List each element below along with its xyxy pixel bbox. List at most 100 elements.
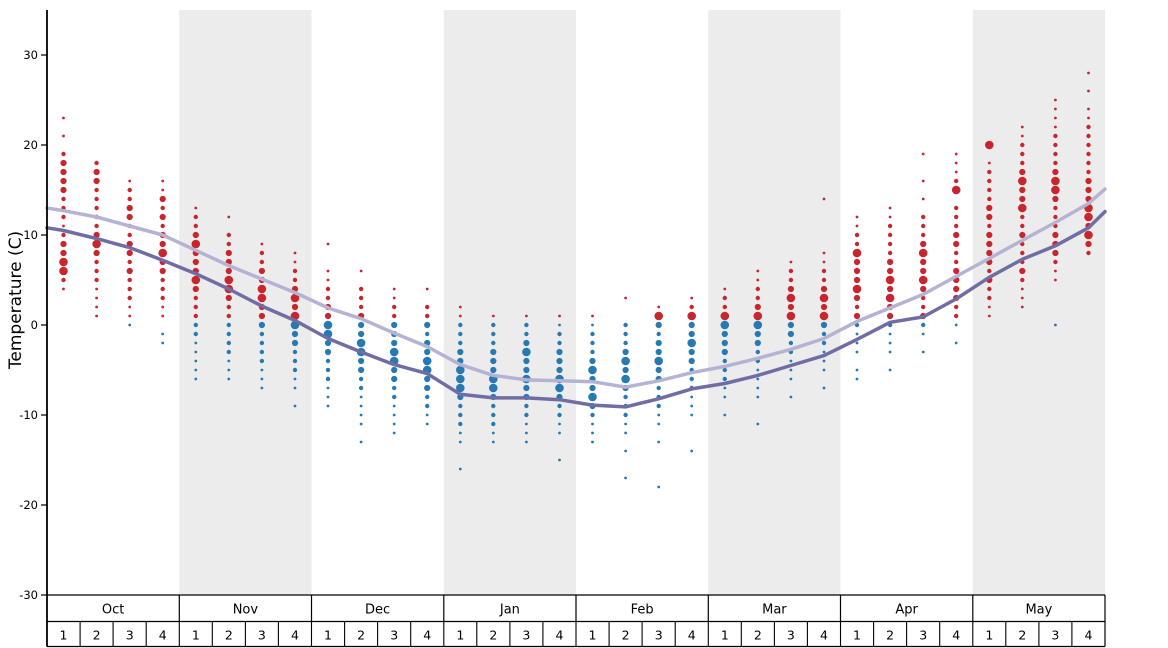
scatter-dot [986, 213, 993, 221]
scatter-dot [788, 340, 794, 346]
scatter-dot [756, 278, 760, 282]
scatter-dot [888, 206, 892, 210]
scatter-dot [194, 350, 198, 354]
scatter-dot [227, 368, 231, 372]
scatter-dot [753, 311, 763, 321]
scatter-dot [62, 134, 65, 138]
scatter-dot [591, 422, 594, 426]
scatter-dot [920, 267, 927, 275]
scatter-dot [1020, 296, 1024, 300]
scatter-dot [689, 376, 694, 382]
scatter-dot [1052, 168, 1059, 176]
scatter-dot [920, 258, 927, 266]
scatter-dot [159, 240, 166, 248]
scatter-dot [358, 304, 364, 310]
scatter-dot [324, 348, 332, 356]
scatter-dot [723, 395, 727, 399]
month-band-jan [443, 10, 576, 595]
scatter-dot [226, 349, 231, 355]
scatter-dot [193, 295, 198, 301]
scatter-dot [456, 374, 465, 384]
scatter-dot [1019, 267, 1026, 275]
scatter-dot [787, 330, 795, 338]
scatter-dot [358, 366, 365, 374]
scatter-dot [591, 431, 594, 435]
scatter-dot [359, 395, 363, 399]
scatter-dot [226, 322, 231, 328]
scatter-dot [655, 348, 662, 356]
scatter-dot [323, 320, 333, 330]
scatter-dot [1018, 203, 1027, 213]
scatter-dot [225, 267, 232, 275]
scatter-dot [93, 177, 100, 185]
scatter-dot [458, 440, 462, 444]
scatter-dot [292, 277, 298, 283]
scatter-dot [94, 160, 99, 166]
scatter-dot [128, 323, 132, 327]
scatter-dot [490, 348, 497, 356]
scatter-dot [225, 249, 232, 257]
scatter-dot [358, 295, 364, 301]
scatter-dot [424, 321, 431, 329]
scatter-dot [260, 377, 264, 381]
scatter-dot [161, 332, 165, 336]
scatter-dot [918, 275, 928, 285]
scatter-dot [588, 392, 597, 402]
scatter-dot [95, 287, 98, 291]
scatter-dot [95, 305, 98, 309]
week-label: 2 [225, 628, 233, 643]
week-label: 4 [1085, 628, 1093, 643]
scatter-dot [293, 251, 297, 255]
scatter-dot [490, 357, 497, 365]
scatter-dot [1085, 240, 1092, 248]
scatter-dot [524, 322, 529, 328]
scatter-dot [1053, 142, 1058, 148]
scatter-dot [224, 275, 234, 285]
scatter-dot [458, 322, 463, 328]
scatter-dot [688, 321, 695, 329]
scatter-dot [1052, 195, 1059, 203]
scatter-dot [192, 285, 199, 293]
scatter-dot [852, 284, 862, 294]
scatter-dot [987, 223, 992, 229]
scatter-dot [127, 286, 132, 292]
scatter-dot [921, 304, 926, 310]
scatter-dot [951, 185, 961, 195]
scatter-dot [324, 339, 332, 347]
scatter-dot [918, 248, 928, 258]
scatter-dot [59, 257, 68, 267]
scatter-dot [690, 413, 694, 417]
scatter-dot [326, 386, 330, 390]
scatter-dot [656, 403, 661, 409]
scatter-dot [1020, 277, 1025, 283]
scatter-dot [491, 322, 496, 328]
scatter-dot [953, 231, 960, 239]
scatter-dot [557, 340, 562, 346]
scatter-dot [623, 394, 628, 400]
scatter-dot [920, 285, 927, 293]
week-label: 1 [192, 628, 200, 643]
scatter-dot [358, 385, 364, 391]
scatter-dot [458, 403, 463, 409]
scatter-dot [690, 449, 694, 453]
week-label: 1 [324, 628, 332, 643]
scatter-dot [60, 168, 67, 176]
scatter-dot [425, 287, 429, 291]
scatter-dot [489, 383, 498, 393]
week-label: 2 [93, 628, 101, 643]
week-label: 3 [787, 628, 795, 643]
scatter-dot [954, 223, 959, 229]
scatter-dot [690, 296, 694, 300]
scatter-dot [62, 224, 65, 228]
scatter-dot [325, 358, 331, 364]
scatter-dot [425, 403, 430, 409]
week-label: 4 [423, 628, 431, 643]
scatter-dot [723, 386, 727, 390]
scatter-dot [756, 422, 760, 426]
scatter-dot [720, 311, 730, 321]
scatter-dot [1054, 98, 1057, 102]
y-tick-label: -30 [19, 588, 38, 602]
y-tick-label: -10 [19, 408, 38, 422]
scatter-dot [921, 152, 925, 156]
week-label: 3 [390, 628, 398, 643]
